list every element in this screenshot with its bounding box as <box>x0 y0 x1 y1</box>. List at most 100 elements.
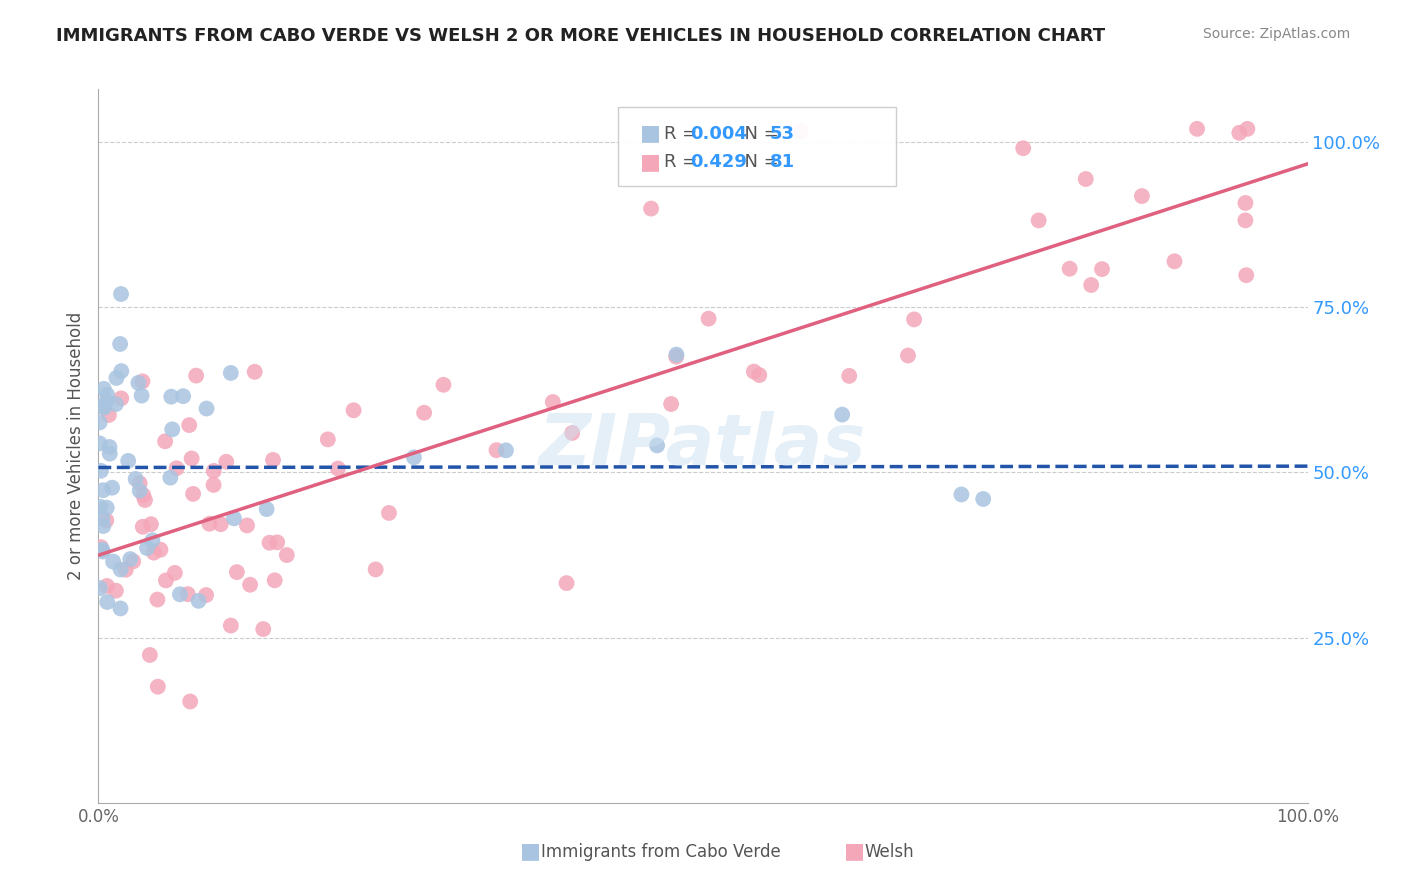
Point <box>163 566 186 580</box>
Point <box>169 587 191 601</box>
Point <box>276 548 298 562</box>
Point <box>93 382 115 396</box>
Point <box>1130 189 1153 203</box>
Point <box>665 348 688 362</box>
Point <box>162 422 184 436</box>
Text: ■: ■ <box>844 841 865 861</box>
Text: ■: ■ <box>520 841 541 861</box>
Point <box>104 583 127 598</box>
Point <box>91 483 114 498</box>
Point <box>256 502 278 516</box>
Text: R =: R = <box>664 153 703 171</box>
Point <box>108 337 131 351</box>
Text: R =: R = <box>664 125 703 143</box>
Point <box>131 389 153 403</box>
Point <box>219 366 242 380</box>
Point <box>110 287 132 301</box>
Point <box>132 488 155 502</box>
Point <box>342 403 364 417</box>
Point <box>697 311 720 326</box>
Point <box>127 376 149 390</box>
Point <box>219 618 242 632</box>
Point <box>742 365 765 379</box>
Point <box>413 406 436 420</box>
Point <box>541 395 564 409</box>
Point <box>640 202 662 216</box>
Point <box>897 349 920 363</box>
Point <box>378 506 401 520</box>
Point <box>159 470 181 484</box>
Point <box>1185 121 1208 136</box>
Point <box>96 579 118 593</box>
Point <box>215 455 238 469</box>
Point <box>96 388 118 402</box>
Point <box>790 124 813 138</box>
Point <box>110 601 132 615</box>
Point <box>1234 268 1257 283</box>
Point <box>153 434 176 449</box>
Point <box>326 461 349 475</box>
Point <box>950 487 973 501</box>
Point <box>202 478 225 492</box>
Point <box>485 443 508 458</box>
Point <box>262 453 284 467</box>
Point <box>91 511 114 525</box>
Point <box>110 392 132 406</box>
Point <box>243 365 266 379</box>
Point <box>90 464 112 478</box>
Point <box>364 562 387 576</box>
Point <box>181 487 204 501</box>
Point <box>97 408 120 422</box>
Point <box>160 390 183 404</box>
Point <box>128 476 150 491</box>
Point <box>266 535 288 549</box>
Point <box>1227 126 1250 140</box>
Point <box>1080 277 1102 292</box>
Point <box>222 511 245 525</box>
Point <box>89 581 111 595</box>
Point <box>104 397 127 411</box>
Point <box>903 312 925 326</box>
Point <box>101 481 124 495</box>
Point <box>198 516 221 531</box>
Point <box>139 517 162 532</box>
Text: ■: ■ <box>640 123 661 144</box>
Point <box>155 574 177 588</box>
Point <box>134 493 156 508</box>
Point <box>131 375 153 389</box>
Point <box>105 371 128 385</box>
Point <box>1074 172 1097 186</box>
Point <box>555 576 578 591</box>
Point <box>117 454 139 468</box>
Text: Source: ZipAtlas.com: Source: ZipAtlas.com <box>1202 27 1350 41</box>
Point <box>149 542 172 557</box>
Point <box>972 491 994 506</box>
Point <box>179 694 201 708</box>
Point <box>187 594 209 608</box>
Point <box>239 578 262 592</box>
Point <box>202 464 225 478</box>
Text: 0.004: 0.004 <box>690 125 747 143</box>
Point <box>128 483 150 498</box>
Point <box>1091 262 1114 277</box>
Text: 53: 53 <box>769 125 794 143</box>
Point <box>90 540 112 554</box>
Point <box>179 418 201 433</box>
Point <box>91 542 114 557</box>
Point <box>96 393 118 408</box>
Point <box>96 513 118 527</box>
Y-axis label: 2 or more Vehicles in Household: 2 or more Vehicles in Household <box>66 312 84 580</box>
Point <box>1236 121 1258 136</box>
Text: ZIPatlas: ZIPatlas <box>540 411 866 481</box>
Point <box>91 544 114 558</box>
Point <box>665 350 688 364</box>
Point <box>1012 141 1035 155</box>
Point <box>110 364 132 378</box>
Point <box>89 416 111 430</box>
Point <box>748 368 770 382</box>
Point <box>93 401 115 415</box>
Point <box>195 588 218 602</box>
Text: 0.429: 0.429 <box>690 153 747 171</box>
Point <box>124 472 146 486</box>
Point <box>177 587 200 601</box>
